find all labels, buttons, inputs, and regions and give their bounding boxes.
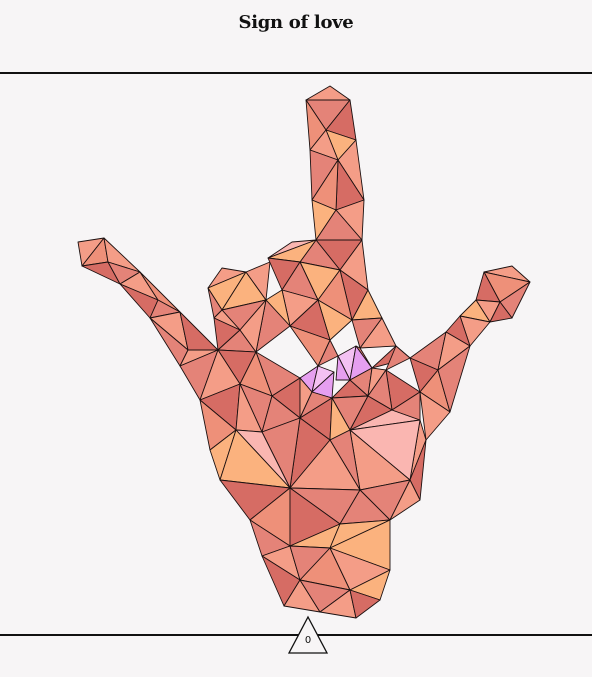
hand-facet[interactable] [349,589,381,619]
puzzle-title: Sign of love [238,12,354,33]
hand-facet[interactable] [437,345,471,413]
hand-facet[interactable] [355,345,373,369]
hand-facet[interactable] [385,345,411,371]
move-counter-value: 0 [304,635,312,646]
move-counter: 0 [286,615,330,657]
low-poly-hand-puzzle[interactable] [0,74,592,634]
hand-facet[interactable] [489,301,513,323]
hand-facet[interactable] [289,325,331,367]
hand-facet[interactable] [351,317,383,349]
top-divider [0,72,592,74]
hand-facet[interactable] [389,479,421,521]
triangle-icon [287,615,329,654]
hand-facet[interactable] [305,85,351,101]
hand-facet[interactable] [419,391,451,441]
bottom-divider [0,634,592,636]
hand-facet[interactable] [245,261,271,301]
hand-facet[interactable] [391,391,421,421]
hand-facet[interactable] [239,299,267,353]
hand-facet[interactable] [335,355,351,381]
